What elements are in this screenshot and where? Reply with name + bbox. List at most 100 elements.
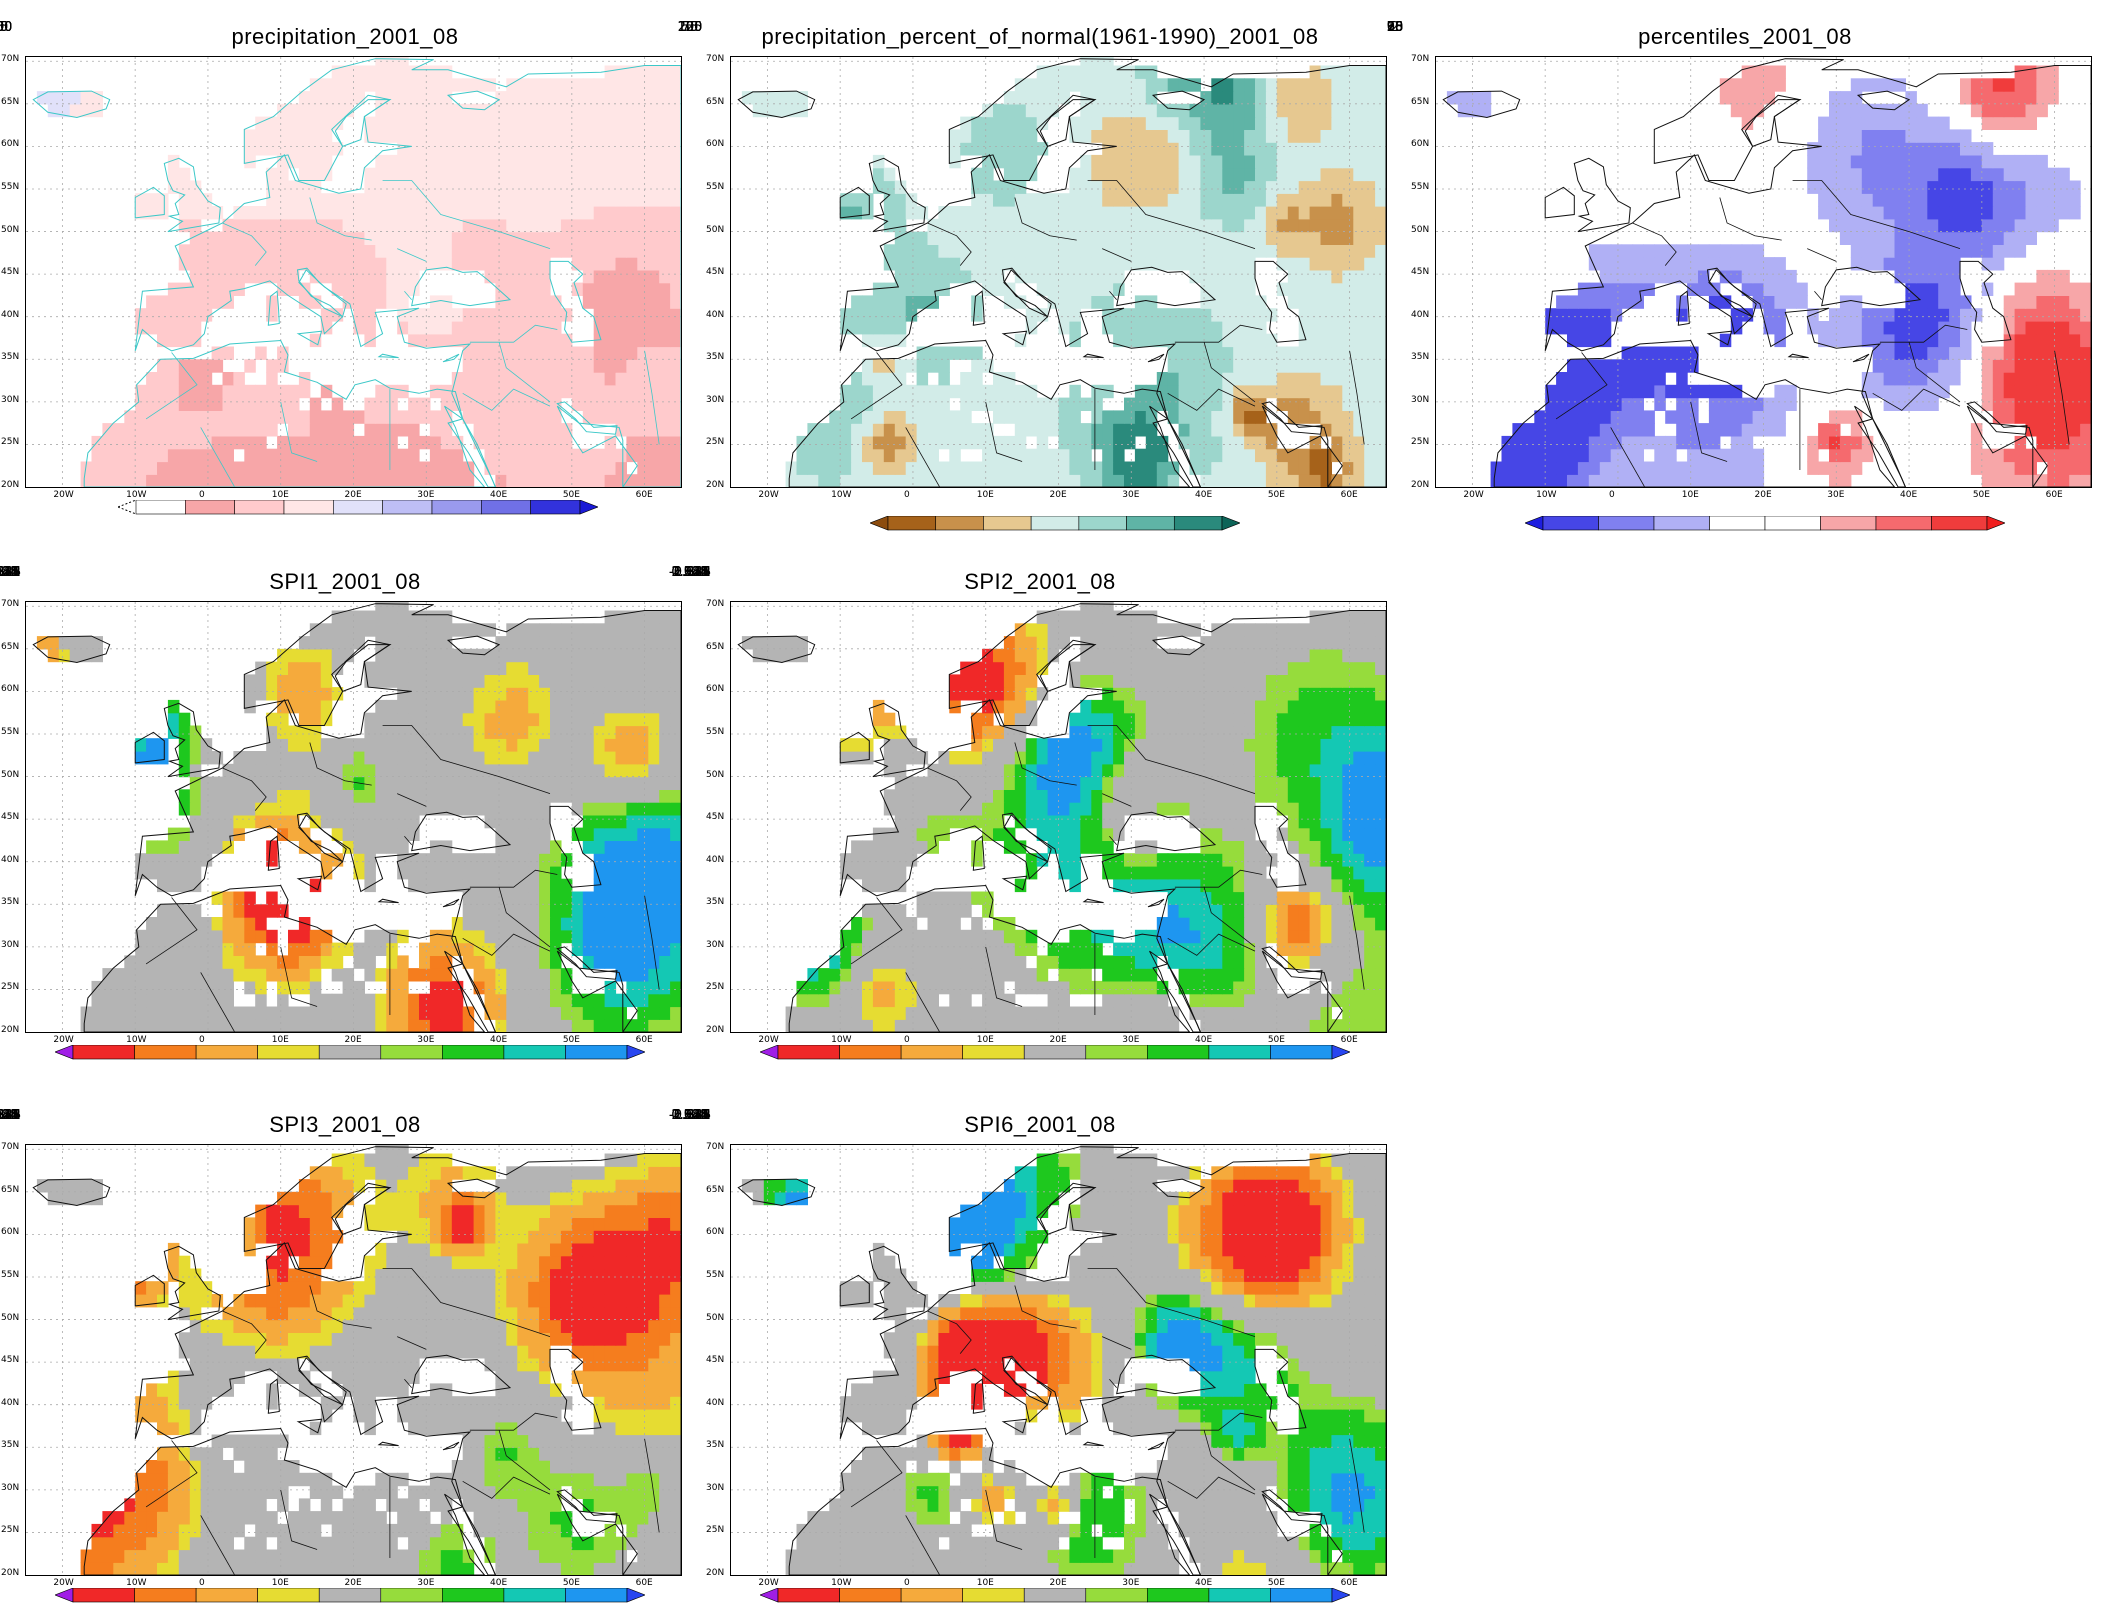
legend-swatch [333, 500, 383, 515]
legend-label: 150 [0, 20, 13, 35]
legend-swatch [1126, 516, 1175, 531]
lon-tick-label: 30E [1827, 490, 1845, 500]
coastlines [737, 603, 1386, 1032]
map-canvas [731, 1145, 1386, 1575]
legend-label: 0.935 [671, 565, 709, 580]
graticule [731, 602, 1386, 1032]
legend-bar-spi3 [55, 1588, 645, 1603]
filled-field [36, 57, 681, 487]
legend-swatch [1820, 516, 1877, 531]
legend-label: -2.326 [669, 565, 711, 580]
lat-tick-label: 25N [706, 982, 725, 993]
lon-tick-label: 30E [417, 1035, 435, 1045]
lat-tick-label: 35N [706, 352, 725, 363]
legend-swatch [1598, 516, 1655, 531]
panel-title: percentiles_2001_08 [1638, 24, 1852, 49]
coastlines [737, 1146, 1386, 1575]
lon-tick-label: 10E [271, 1578, 289, 1588]
lon-tick-label: 40E [1900, 490, 1918, 500]
legend-swatch [1653, 516, 1710, 531]
legend-label: 1.282 [671, 565, 709, 580]
legend-label: 2 [1390, 20, 1400, 35]
lat-tick-label: 45N [706, 812, 725, 823]
graticule [26, 57, 681, 487]
legend-swatch [135, 500, 186, 515]
lon-tick-label: 20E [344, 1578, 362, 1588]
lon-tick-label: 10E [976, 1035, 994, 1045]
lat-tick-label: 45N [706, 267, 725, 278]
legend-swatch [1023, 1588, 1087, 1603]
lat-tick-label: 60N [1, 684, 20, 695]
lat-tick-label: 45N [1, 812, 20, 823]
lon-tick-label: 20E [1049, 1035, 1067, 1045]
lat-tick-label: 65N [1, 641, 20, 652]
legend-label: 2.326 [0, 565, 19, 580]
legend-label: -2.326 [0, 565, 21, 580]
lat-tick-label: 65N [706, 641, 725, 652]
lon-tick-label: 10E [271, 490, 289, 500]
legend-tail-left [870, 516, 889, 531]
lon-tick-label: 20W [758, 1035, 779, 1045]
legend-label: 0.524 [671, 1108, 709, 1123]
legend-label: 300 [0, 20, 13, 35]
coastlines [1442, 58, 2091, 487]
legend-swatch [962, 1045, 1025, 1060]
legend-swatch [442, 1588, 505, 1603]
legend-swatch [530, 500, 581, 515]
legend-swatch [380, 1045, 443, 1060]
legend-swatch [839, 1045, 902, 1060]
legend-tail-right [1221, 516, 1240, 531]
lat-tick-label: 65N [1, 96, 20, 107]
map-canvas [26, 1145, 681, 1575]
panel-spi1: SPI1_2001_08 70N 65N 60N 55N 50N 45N 40N 35N 30N… [0, 565, 690, 1065]
legend-tail-left [1525, 516, 1544, 531]
legend-tail-right [1331, 1045, 1350, 1060]
legend-tail-left [55, 1045, 74, 1060]
legend-swatch [134, 1588, 197, 1603]
lon-tick-label: 20W [53, 1035, 74, 1045]
legend-swatch [503, 1045, 566, 1060]
lon-tick-label: 60E [2045, 490, 2063, 500]
legend-bar-precipitation [118, 500, 598, 515]
lat-tick-label: 50N [1, 224, 20, 235]
legend-label: 75 [1386, 20, 1404, 35]
legend-swatch [195, 1045, 258, 1060]
lat-tick-label: 70N [1411, 54, 1430, 65]
borders [145, 725, 660, 1032]
lon-tick-label: 20E [1049, 490, 1067, 500]
lon-tick-label: 40E [1195, 490, 1213, 500]
legend-label: 66 [1386, 20, 1404, 35]
lon-tick-label: 10W [126, 1578, 147, 1588]
lat-tick-label: 70N [706, 1142, 725, 1153]
lon-tick-label: 0 [198, 1035, 205, 1045]
legend-swatch [1173, 516, 1223, 531]
borders [145, 180, 660, 487]
lon-tick-label: 10E [271, 1035, 289, 1045]
lat-tick-label: 50N [706, 224, 725, 235]
lat-tick-label: 40N [706, 854, 725, 865]
lat-tick-label: 70N [1, 54, 20, 65]
coastlines [32, 1146, 681, 1575]
lon-tick-label: 0 [198, 490, 205, 500]
legend-swatch [380, 1588, 443, 1603]
legend-bar-percent-of-normal [870, 516, 1240, 531]
legend-label: -0.935 [669, 1108, 711, 1123]
lon-tick-label: 40E [490, 1035, 508, 1045]
panel-spi6: SPI6_2001_08 70N 65N 60N 55N 50N 45N 40N 35N 30N… [669, 1108, 1390, 1618]
legend-label: -1.645 [669, 1108, 711, 1123]
lon-tick-label: 10E [976, 490, 994, 500]
filled-field [741, 1145, 1386, 1575]
lon-tick-label: 10W [831, 1578, 852, 1588]
lon-tick-label: 10W [831, 490, 852, 500]
legend-tail-left [760, 1045, 779, 1060]
legend-label: 0.524 [0, 1108, 19, 1123]
lon-tick-label: 50E [562, 1035, 580, 1045]
legend-bar-percentiles [1525, 516, 2005, 531]
legend-swatch [900, 1045, 963, 1060]
lon-tick-label: 10W [831, 1035, 852, 1045]
panel-title: precipitation_percent_of_normal(1961-199… [761, 24, 1319, 49]
legend-label: 2.326 [0, 1108, 19, 1123]
legend-swatch [777, 1588, 840, 1603]
legend-swatch [442, 1045, 505, 1060]
borders [1555, 180, 2070, 487]
